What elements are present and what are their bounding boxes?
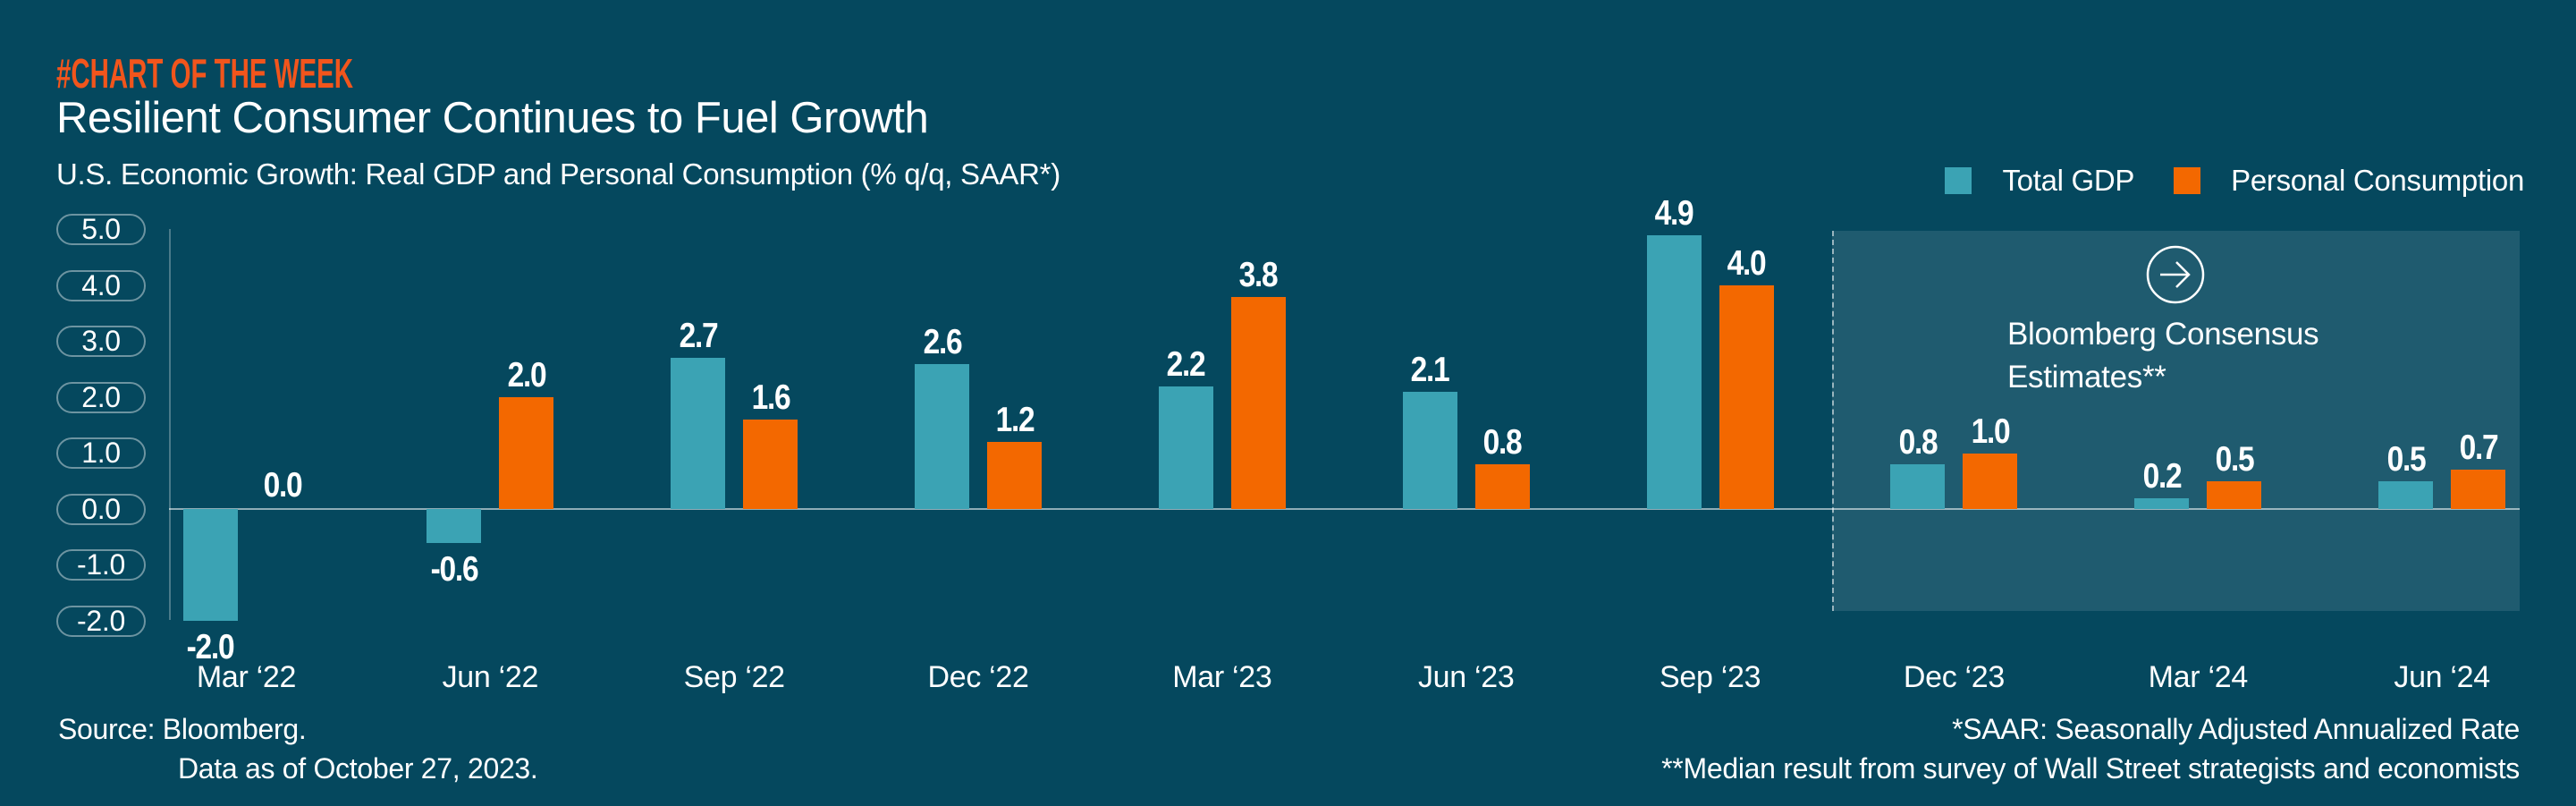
- bar-value-label: 4.9: [1654, 193, 1694, 233]
- x-axis-label: Jun ‘22: [442, 660, 539, 694]
- bar-value-label: 0.5: [2215, 439, 2254, 479]
- bar-value-label: 4.0: [1727, 244, 1767, 283]
- bar-value-label: 2.1: [1410, 350, 1450, 389]
- x-axis-label: Mar ‘22: [196, 660, 297, 694]
- legend-item-total-gdp: Total GDP: [1945, 164, 2134, 198]
- personal-consumption-bar: [1963, 453, 2018, 509]
- total-gdp-swatch-icon: [1945, 167, 1972, 194]
- personal-consumption-bar: [743, 420, 798, 509]
- annotation-line: Estimates**: [2007, 360, 2166, 395]
- total-gdp-bar: [1158, 386, 1213, 509]
- x-axis-label: Mar ‘24: [2148, 660, 2249, 694]
- y-axis-tick: 4.0: [56, 269, 146, 301]
- median-footnote: **Median result from survey of Wall Stre…: [1661, 752, 2520, 785]
- personal-consumption-swatch-icon: [2174, 167, 2201, 194]
- x-axis-label: Dec ‘23: [1903, 660, 2006, 694]
- y-axis-line: [169, 229, 171, 620]
- bar-value-label: 2.7: [679, 317, 718, 356]
- bar-value-label: 0.5: [2386, 439, 2426, 479]
- bar-value-label: -2.0: [186, 628, 235, 666]
- x-axis-label: Jun ‘24: [2394, 660, 2490, 694]
- x-axis-label: Dec ‘22: [927, 660, 1029, 694]
- data-as-of-line: Data as of October 27, 2023.: [178, 752, 538, 785]
- y-axis-tick: 5.0: [56, 213, 146, 245]
- total-gdp-bar: [915, 363, 970, 509]
- total-gdp-bar: [2134, 497, 2190, 509]
- x-axis-label: Jun ‘23: [1417, 660, 1515, 694]
- bar-value-label: 1.0: [1971, 411, 2011, 451]
- page-title: Resilient Consumer Continues to Fuel Gro…: [56, 94, 929, 142]
- bar-value-label: 2.0: [507, 356, 546, 395]
- bar-value-label: 0.2: [2142, 456, 2182, 496]
- total-gdp-bar: [2378, 480, 2434, 509]
- saar-footnote: *SAAR: Seasonally Adjusted Annualized Ra…: [1952, 713, 2520, 745]
- total-gdp-bar: [1646, 234, 1702, 509]
- bar-value-label: 1.2: [995, 401, 1035, 439]
- legend: Total GDP Personal Consumption: [1945, 164, 2524, 198]
- x-axis-label: Sep ‘23: [1659, 660, 1761, 694]
- bar-value-label: 2.2: [1167, 344, 1206, 384]
- personal-consumption-bar: [499, 397, 554, 509]
- y-axis-tick: 1.0: [56, 437, 146, 469]
- y-axis-tick: 0.0: [56, 493, 146, 525]
- personal-consumption-bar: [987, 442, 1043, 509]
- total-gdp-bar: [1890, 464, 1946, 509]
- bar-value-label: 3.8: [1239, 255, 1279, 294]
- bar-value-label: 0.7: [2459, 428, 2498, 468]
- x-axis-label: Mar ‘23: [1172, 660, 1272, 694]
- y-axis-tick: 2.0: [56, 381, 146, 413]
- source-line: Source: Bloomberg.: [58, 713, 307, 745]
- total-gdp-bar: [671, 358, 726, 509]
- chart-of-the-week-logo: #CHART OF THE WEEK: [56, 50, 354, 97]
- bar-value-label: 0.8: [1898, 423, 1938, 462]
- legend-label: Total GDP: [2002, 164, 2135, 197]
- bar-value-label: 0.0: [263, 466, 303, 505]
- personal-consumption-bar: [2451, 470, 2506, 509]
- total-gdp-bar: [1402, 391, 1457, 509]
- total-gdp-bar: [427, 509, 482, 543]
- x-axis-label: Sep ‘22: [683, 660, 786, 694]
- zero-baseline: [169, 508, 2520, 510]
- consensus-estimates-annotation: Bloomberg Consensus Estimates**: [2007, 313, 2319, 399]
- bar-value-label: -0.6: [430, 549, 479, 589]
- personal-consumption-bar: [2207, 480, 2262, 509]
- personal-consumption-bar: [1474, 464, 1530, 509]
- annotation-line: Bloomberg Consensus: [2007, 317, 2319, 352]
- arrow-right-circle-icon: [2146, 245, 2205, 304]
- legend-item-personal-consumption: Personal Consumption: [2174, 164, 2524, 198]
- legend-label: Personal Consumption: [2231, 164, 2524, 197]
- total-gdp-bar: [182, 509, 238, 621]
- y-axis-tick: -2.0: [56, 605, 146, 637]
- y-axis-tick: -1.0: [56, 548, 146, 581]
- bar-value-label: 2.6: [923, 322, 962, 361]
- consensus-estimates-region: [1832, 231, 2520, 611]
- bar-value-label: 1.6: [751, 378, 790, 417]
- chart-subtitle: U.S. Economic Growth: Real GDP and Perso…: [56, 157, 1060, 191]
- personal-consumption-bar: [1230, 296, 1286, 509]
- personal-consumption-bar: [1719, 285, 1774, 509]
- y-axis-tick: 3.0: [56, 325, 146, 357]
- bar-value-label: 0.8: [1482, 423, 1523, 462]
